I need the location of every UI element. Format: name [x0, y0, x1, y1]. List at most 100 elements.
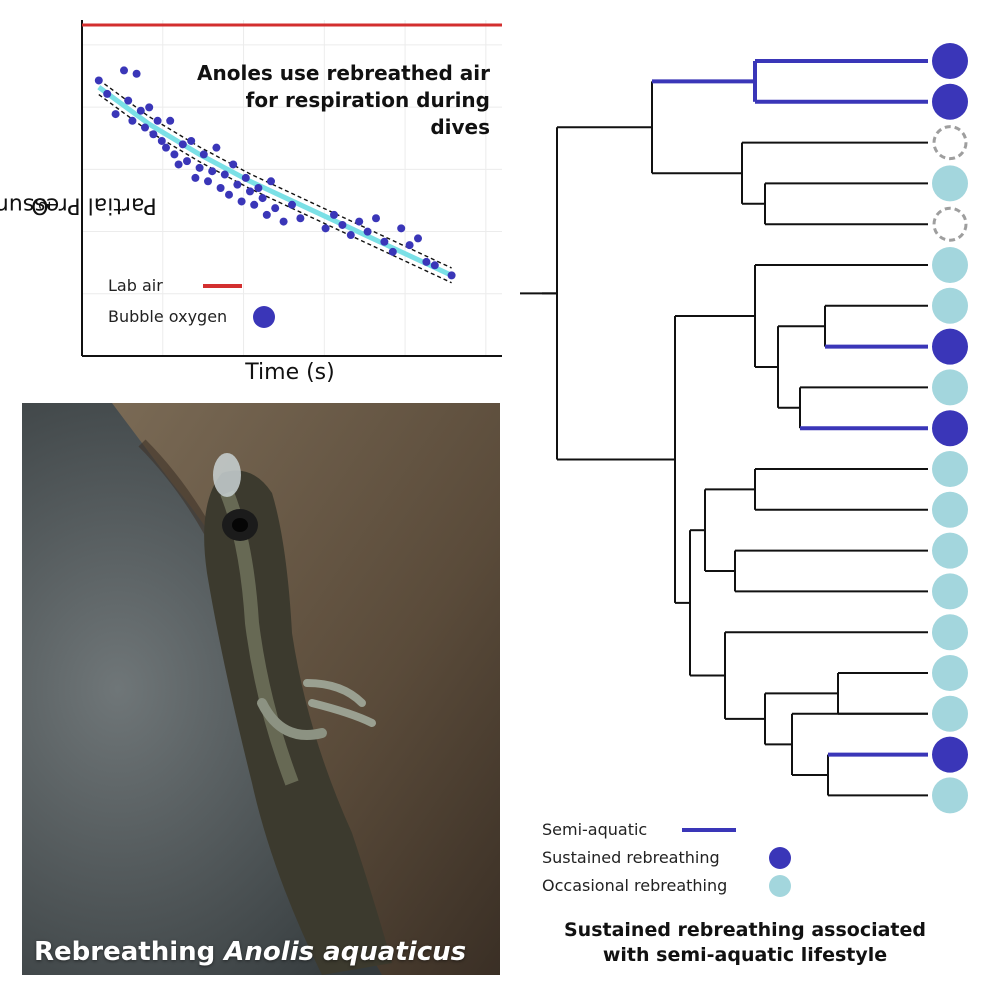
- bubble-oxygen-point: [258, 194, 267, 203]
- bubble-oxygen-point: [162, 143, 170, 152]
- bubble-oxygen-point: [338, 220, 347, 229]
- tip-occasional: [932, 655, 968, 691]
- bubble-oxygen-point: [246, 187, 254, 196]
- bubble-oxygen-point: [430, 261, 439, 270]
- bubble-oxygen-point: [212, 143, 221, 152]
- tip-occasional: [932, 451, 968, 487]
- bubble-oxygen-point: [279, 217, 288, 226]
- tip-sustained: [932, 83, 968, 120]
- tree-legend-swatches: [769, 847, 791, 897]
- bubble-oxygen-point: [288, 200, 296, 209]
- bubble-oxygen-point: [136, 106, 145, 115]
- legend-bubble-oxygen-swatch: [253, 306, 275, 328]
- anole-photo: Rebreathing Anolis aquaticus: [22, 403, 500, 975]
- bubble-oxygen-point: [103, 89, 112, 98]
- bubble-oxygen-point: [166, 116, 175, 125]
- bubble-oxygen-point: [191, 173, 200, 182]
- bubble-oxygen-point: [447, 271, 456, 280]
- bubble-oxygen-point: [330, 210, 338, 219]
- bubble-oxygen-point: [229, 160, 238, 169]
- bubble-oxygen-point: [220, 170, 229, 179]
- bubble-oxygen-point: [153, 116, 162, 125]
- tip-occasional: [932, 247, 968, 283]
- tree-branches: [520, 59, 928, 797]
- bubble-oxygen-point: [94, 76, 103, 85]
- chart-title: Anoles use rebreathed air for respiratio…: [197, 61, 490, 139]
- legend-sustained-swatch: [769, 847, 791, 869]
- bubble-oxygen-point: [128, 116, 137, 125]
- bubble-oxygen-point: [380, 237, 389, 246]
- tip-occasional: [932, 614, 968, 651]
- tip-occasional: [932, 695, 968, 732]
- photo-caption: Rebreathing Anolis aquaticus: [34, 937, 467, 967]
- bubble-oxygen-point: [237, 197, 246, 206]
- tree-title-line2: with semi-aquatic lifestyle: [602, 944, 888, 966]
- tip-sustained: [932, 410, 968, 447]
- bubble-oxygen-point: [132, 69, 141, 78]
- bubble-oxygen-point: [174, 160, 183, 169]
- bubble-oxygen-point: [141, 123, 149, 132]
- legend-lab-air-label: Lab air: [108, 276, 163, 295]
- bubble-oxygen-point: [363, 227, 372, 236]
- tip-occasional: [932, 532, 968, 569]
- tip-sustained: [932, 43, 968, 79]
- tree-title-line1: Sustained rebreathing associated: [563, 919, 927, 941]
- legend-occasional-label: Occasional rebreathing: [542, 876, 728, 895]
- bubble-oxygen-point: [296, 214, 305, 223]
- tip-sustained: [932, 736, 968, 773]
- tip-occasional: [932, 777, 968, 814]
- tip-unknown: [932, 125, 968, 161]
- bubble-oxygen-point: [241, 173, 250, 182]
- bubble-oxygen-point: [208, 167, 217, 176]
- tree-tips: [932, 43, 968, 814]
- bubble-oxygen-point: [187, 136, 196, 145]
- bubble-oxygen-point: [254, 184, 263, 192]
- bubble-oxygen-point: [124, 96, 133, 105]
- bubble-oxygen-point: [120, 66, 128, 75]
- bubble-oxygen-point: [204, 177, 212, 186]
- bubble-oxygen-point: [422, 257, 431, 266]
- bubble-oxygen-point: [250, 200, 259, 209]
- bubble-oxygen-point: [183, 157, 191, 166]
- fit-lower-ci: [98, 94, 452, 284]
- tip-occasional: [932, 165, 968, 202]
- x-axis-label: Time (s): [245, 360, 335, 385]
- tree-title: Sustained rebreathing associated with se…: [520, 918, 970, 968]
- bubble-oxygen-point: [388, 247, 397, 256]
- bubble-oxygen-point: [346, 231, 355, 240]
- tip-occasional: [932, 573, 968, 610]
- bubble-oxygen-point: [355, 217, 364, 226]
- y-axis-label: O2 Partial Pressure (hPa): [0, 192, 157, 218]
- bubble-oxygen-point: [405, 241, 414, 250]
- tip-unknown: [932, 206, 968, 242]
- oxygen-scatter-chart: [81, 20, 502, 357]
- tip-occasional: [932, 369, 968, 406]
- legend-sustained-label: Sustained rebreathing: [542, 848, 720, 867]
- anole-photo-illustration: [22, 403, 500, 975]
- bubble-oxygen-point: [195, 163, 204, 172]
- legend-bubble-oxygen-label: Bubble oxygen: [108, 307, 228, 326]
- bubble-oxygen-point: [149, 130, 158, 139]
- bubble-oxygen-point: [262, 210, 271, 219]
- tip-occasional: [932, 287, 968, 324]
- bubble-oxygen-point: [397, 224, 406, 233]
- bubble-oxygen-point: [170, 150, 179, 159]
- legend-occasional-swatch: [769, 875, 791, 897]
- chart-grid: [82, 20, 502, 356]
- bubble-oxygen-point: [372, 214, 380, 223]
- bubble-oxygen-point: [157, 136, 166, 145]
- legend-semi-aquatic-label: Semi-aquatic: [542, 820, 648, 839]
- bubble-oxygen-point: [178, 140, 187, 149]
- phylogenetic-tree: [520, 43, 968, 832]
- bubble-oxygen-point: [321, 224, 330, 233]
- bubble-oxygen-point: [414, 234, 422, 243]
- bubble-oxygen-point: [145, 103, 154, 112]
- bubble-oxygen-point: [267, 177, 275, 186]
- bubble-oxygen-point: [233, 180, 242, 189]
- bubble-oxygen-point: [271, 204, 280, 213]
- bubble-oxygen-point: [225, 190, 233, 199]
- bubble-oxygen-point: [111, 110, 120, 119]
- bubble-oxygen-point: [199, 150, 208, 159]
- chart-series: [82, 23, 502, 284]
- bubble-oxygen-point: [216, 184, 225, 192]
